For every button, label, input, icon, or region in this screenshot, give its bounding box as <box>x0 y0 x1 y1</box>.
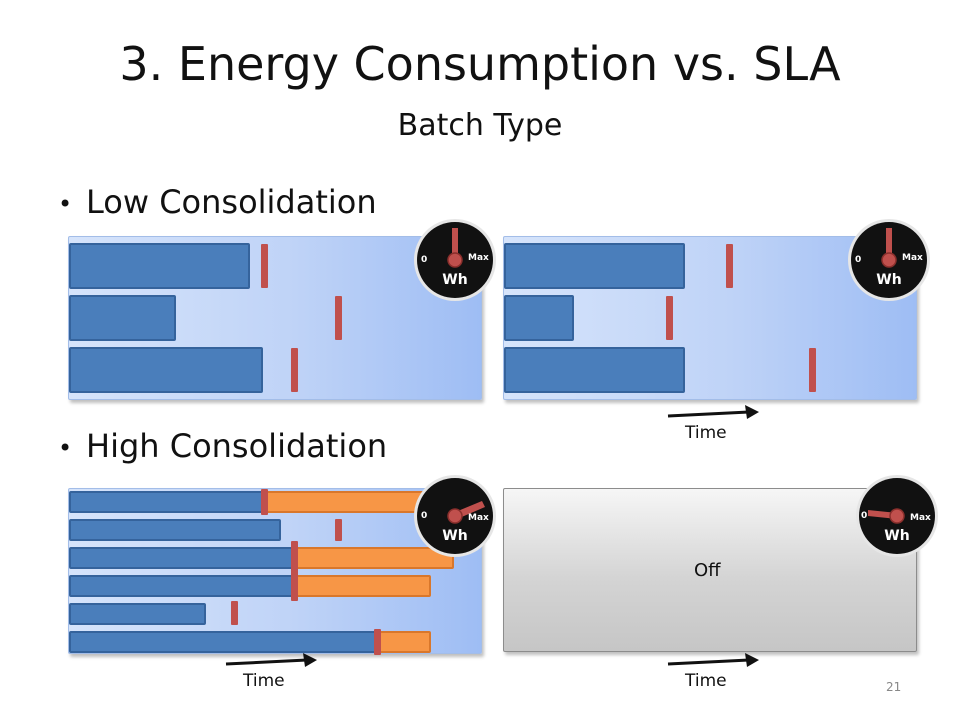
gauge-unit-label: Wh <box>442 272 467 288</box>
job-bar <box>69 547 295 569</box>
gauge-min-label: 0 <box>421 511 427 521</box>
bullet-low-consolidation: • Low Consolidation <box>58 182 377 224</box>
gauge-unit-label: Wh <box>442 528 467 544</box>
deadline-marker <box>335 519 342 541</box>
deadline-marker <box>335 296 342 340</box>
job-overtime-bar <box>261 491 431 513</box>
job-bar <box>69 491 265 513</box>
bullet-dot: • <box>58 434 73 462</box>
deadline-marker <box>261 489 268 515</box>
server-panel-low-1 <box>68 236 482 400</box>
bullet-text: High Consolidation <box>86 427 388 465</box>
deadline-marker <box>231 601 238 625</box>
time-arrow-icon <box>225 653 317 667</box>
gauge-max-label: Max <box>910 513 931 523</box>
job-bar <box>504 243 685 289</box>
energy-gauge-low-1: 0 Max Wh <box>413 218 497 302</box>
server-panel-high-1 <box>68 488 482 655</box>
bullet-text: Low Consolidation <box>86 183 377 221</box>
gauge-unit-label: Wh <box>884 528 909 544</box>
job-bar <box>504 347 685 393</box>
slide-subtitle: Batch Type <box>397 108 563 143</box>
deadline-marker <box>374 629 381 655</box>
deadline-marker <box>291 541 298 601</box>
gauge-max-label: Max <box>902 253 923 263</box>
deadline-marker <box>261 244 268 288</box>
job-bar <box>69 631 377 653</box>
server-panel-low-2 <box>503 236 917 400</box>
gauge-min-label: 0 <box>855 255 861 265</box>
time-axis-label: Time <box>685 423 727 443</box>
deadline-marker <box>726 244 733 288</box>
energy-gauge-low-2: 0 Max Wh <box>847 218 931 302</box>
gauge-unit-label: Wh <box>876 272 901 288</box>
job-bar <box>69 295 176 341</box>
gauge-max-label: Max <box>468 513 489 523</box>
deadline-marker <box>291 348 298 392</box>
job-bar <box>69 243 250 289</box>
gauge-min-label: 0 <box>861 511 867 521</box>
gauge-min-label: 0 <box>421 255 427 265</box>
server-panel-high-2-off <box>503 488 917 652</box>
time-axis-label: Time <box>243 671 285 691</box>
deadline-marker <box>666 296 673 340</box>
job-overtime-bar <box>373 631 431 653</box>
bullet-high-consolidation: • High Consolidation <box>58 426 387 468</box>
time-arrow-icon <box>667 405 759 419</box>
job-bar <box>69 347 263 393</box>
job-bar <box>69 519 281 541</box>
off-label: Off <box>694 560 721 581</box>
deadline-marker <box>809 348 816 392</box>
job-bar <box>504 295 574 341</box>
energy-gauge-high-2: 0 Max Wh <box>855 474 939 558</box>
time-arrow-icon <box>667 653 759 667</box>
bullet-dot: • <box>58 190 73 218</box>
job-bar <box>69 603 206 625</box>
gauge-max-label: Max <box>468 253 489 263</box>
slide-title: 3. Energy Consumption vs. SLA <box>119 37 841 91</box>
job-bar <box>69 575 295 597</box>
energy-gauge-high-1: 0 Max Wh <box>413 474 497 558</box>
page-number: 21 <box>886 680 902 694</box>
time-axis-label: Time <box>685 671 727 691</box>
job-overtime-bar <box>291 575 431 597</box>
